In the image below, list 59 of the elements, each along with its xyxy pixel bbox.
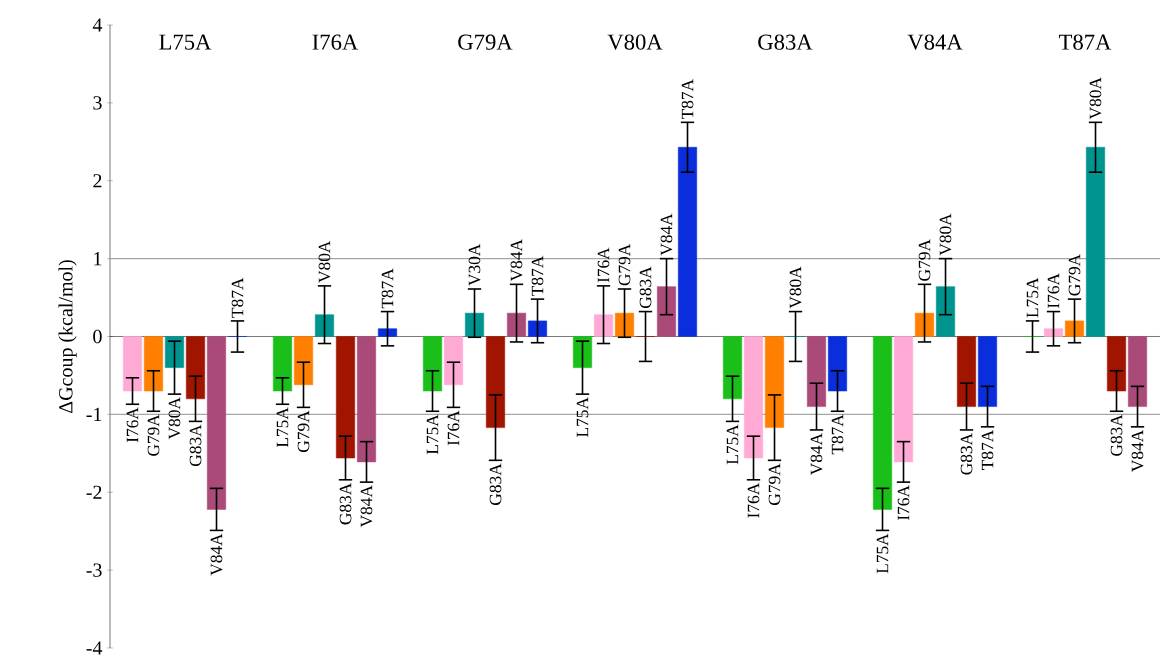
data-label: G83A <box>1110 414 1123 456</box>
data-label: G83A <box>339 482 352 525</box>
y-tick-label: 1 <box>94 252 102 266</box>
data-label: V84A <box>210 533 223 576</box>
y-tick-label: -3 <box>86 563 102 577</box>
data-label: G79A <box>297 410 310 452</box>
x-tick-label: I76A <box>312 34 359 50</box>
y-tick-label: 2 <box>93 174 102 188</box>
data-label: I76A <box>747 482 760 518</box>
data-label: T87A <box>681 79 694 120</box>
data-label: V84A <box>660 213 673 256</box>
data-label: I76A <box>126 407 139 443</box>
data-label: L75A <box>876 533 889 574</box>
x-tick-label: L75A <box>159 34 212 50</box>
x-tick-label: V84A <box>907 34 963 50</box>
data-label: G79A <box>1068 253 1081 296</box>
data-label: T87A <box>381 268 394 309</box>
data-label: G83A <box>489 463 502 505</box>
x-tick-label: G83A <box>758 34 813 50</box>
data-label: V84A <box>510 239 523 282</box>
data-label: G79A <box>918 239 931 281</box>
y-tick-label: -1 <box>86 407 102 421</box>
data-label: T87A <box>981 429 994 470</box>
data-label: V84A <box>810 433 823 476</box>
data-label: I76A <box>597 247 610 283</box>
data-label: G83A <box>189 424 202 466</box>
data-label: V80A <box>168 397 181 440</box>
data-label: I76A <box>897 485 910 521</box>
data-label: V80A <box>789 266 802 309</box>
data-label: L75A <box>276 407 289 448</box>
data-label: V80A <box>939 213 952 256</box>
y-tick-label: 3 <box>93 96 102 110</box>
y-tick-label: -2 <box>86 485 102 499</box>
y-axis-title: ΔGcoup (kcal/mol) <box>58 260 77 413</box>
data-label: T87A <box>531 255 544 296</box>
x-tick-label: V80A <box>607 34 663 50</box>
data-label: G79A <box>618 243 631 286</box>
data-label: G83A <box>960 433 973 475</box>
data-label: I76A <box>1047 273 1060 309</box>
x-tick-label: T87A <box>1058 34 1112 50</box>
data-label: G79A <box>147 414 160 456</box>
data-label: G83A <box>639 266 652 308</box>
data-label: V84A <box>360 485 373 528</box>
data-label: L75A <box>1026 277 1039 318</box>
data-label: L75A <box>576 397 589 437</box>
data-label: T87A <box>831 414 844 455</box>
y-tick-label: -4 <box>86 641 103 655</box>
data-label: L75A <box>726 424 739 465</box>
data-label: L75A <box>426 414 439 455</box>
data-label: V80A <box>318 240 331 283</box>
y-tick-label: 4 <box>92 18 103 32</box>
x-tick-label: G79A <box>458 34 513 50</box>
data-label: V84A <box>1131 429 1144 472</box>
data-label: V80A <box>1089 77 1102 120</box>
data-label: V30A <box>468 243 481 286</box>
data-label: G79A <box>768 463 781 505</box>
data-label: T87A <box>231 277 244 318</box>
data-label: I76A <box>447 410 460 446</box>
y-tick-label: 0 <box>93 329 102 344</box>
